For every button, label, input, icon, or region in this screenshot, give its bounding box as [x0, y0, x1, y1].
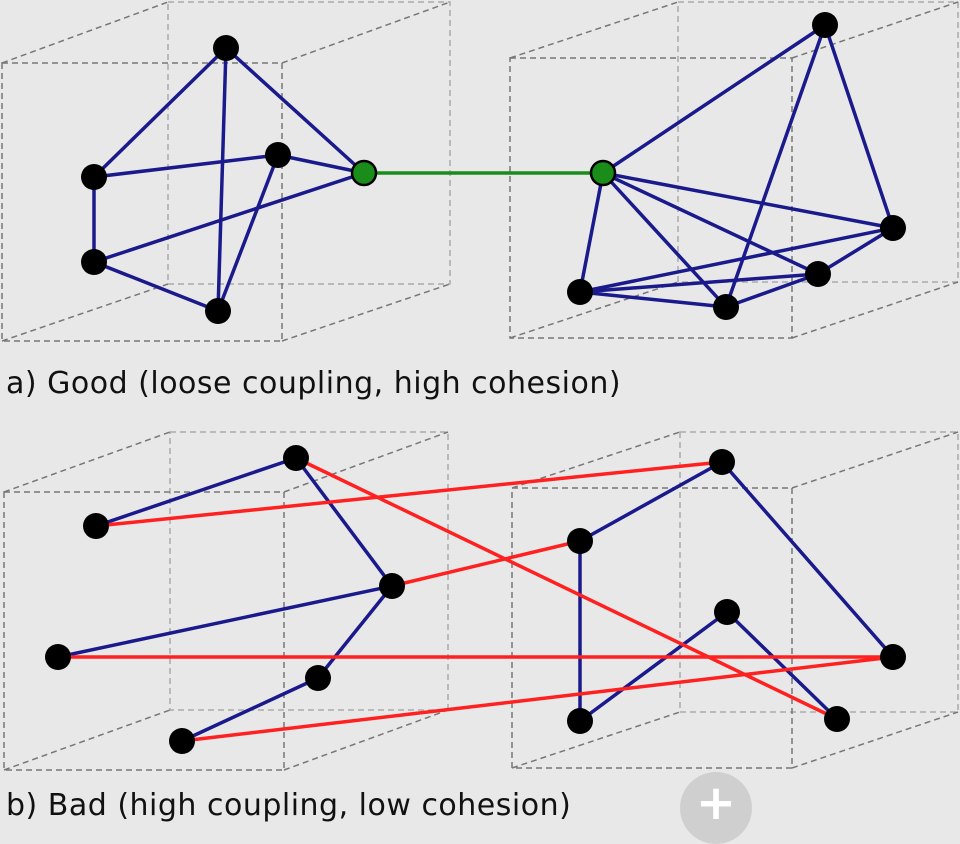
nodes-a: [81, 12, 906, 324]
node: [714, 599, 740, 625]
node: [713, 294, 739, 320]
caption-bad: b) Bad (high coupling, low cohesion): [6, 788, 572, 823]
panel-b-bad: [3, 431, 959, 771]
node: [567, 708, 593, 734]
diagram-canvas: [1, 1, 959, 771]
module-box-a-left: [1, 1, 451, 342]
node: [880, 644, 906, 670]
node: [812, 12, 838, 38]
node: [205, 298, 231, 324]
cohesion-edges-b: [57, 456, 895, 743]
node: [824, 706, 850, 732]
node: [45, 644, 71, 670]
node: [567, 279, 593, 305]
node: [81, 164, 107, 190]
coupling-edges-b: [58, 456, 894, 743]
module-box-b-left: [3, 431, 449, 771]
node: [880, 215, 906, 241]
node: [213, 35, 239, 61]
plus-icon: +: [695, 775, 737, 831]
cohesion-edges-a-right: [578, 23, 895, 309]
nodes-b: [45, 445, 906, 754]
interface-node: [350, 159, 378, 187]
node: [81, 249, 107, 275]
node: [805, 261, 831, 287]
node: [379, 573, 405, 599]
node: [265, 142, 291, 168]
panel-a-good: [1, 1, 959, 342]
zoom-button[interactable]: +: [680, 772, 752, 844]
cohesion-edges-a-left: [92, 46, 366, 313]
node: [567, 528, 593, 554]
interface-node: [589, 159, 617, 187]
node: [83, 513, 109, 539]
node: [709, 449, 735, 475]
node: [283, 445, 309, 471]
caption-good: a) Good (loose coupling, high cohesion): [6, 366, 622, 401]
node: [169, 728, 195, 754]
node: [305, 665, 331, 691]
module-box-b-right: [511, 431, 959, 769]
